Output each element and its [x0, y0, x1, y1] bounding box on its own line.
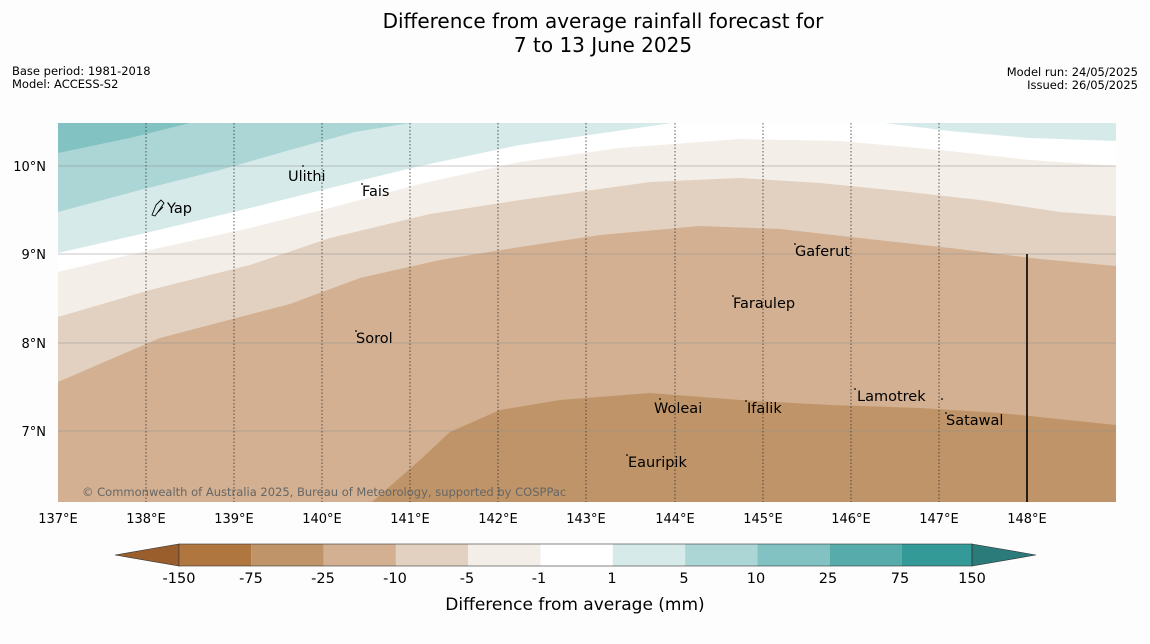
- colorbar-tick-3: -10: [383, 571, 407, 587]
- colorbar-tick-2: -25: [311, 571, 335, 587]
- colorbar-tick-1: -75: [239, 571, 263, 587]
- lon-label-139e: 139°E: [214, 512, 254, 527]
- lat-label-7n: 7°N: [22, 425, 47, 440]
- place-label-satawal: Satawal: [946, 413, 1003, 429]
- colorbar-swatch-11: [902, 544, 972, 566]
- colorbar-tick-9: 25: [819, 571, 837, 587]
- base-period-text: Base period: 1981-2018: [12, 64, 151, 78]
- faraulep-marker: [732, 295, 734, 297]
- colorbar-swatch-1: [179, 544, 252, 566]
- lon-label-144e: 144°E: [655, 512, 695, 527]
- fais-marker: [361, 183, 363, 185]
- place-label-eauripik: Eauripik: [628, 455, 687, 471]
- place-label-sorol: Sorol: [356, 331, 393, 347]
- lon-label-137e: 137°E: [38, 512, 78, 527]
- colorbar-tick-8: 10: [747, 571, 765, 587]
- lon-label-140e: 140°E: [302, 512, 342, 527]
- lon-label-147e: 147°E: [919, 512, 959, 527]
- woleai-marker: [659, 398, 661, 400]
- title-line-2: 7 to 13 June 2025: [514, 33, 692, 57]
- colorbar-extend-low: [114, 543, 180, 567]
- colorbar-swatch-6: [540, 544, 613, 566]
- lon-label-138e: 138°E: [126, 512, 166, 527]
- model-run-text: Model run: 24/05/2025: [1007, 65, 1138, 79]
- longitude-labels: 137°E 138°E 139°E 140°E 141°E 142°E 143°…: [38, 512, 1047, 527]
- title-line-1: Difference from average rainfall forecas…: [383, 9, 825, 33]
- place-label-faraulep: Faraulep: [733, 296, 795, 312]
- colorbar-extend-high: [971, 543, 1037, 567]
- colorbar-tick-labels: -150 -75 -25 -10 -5 -1 1 5 10 25 75 150: [163, 571, 986, 587]
- contour-band-brown: [372, 393, 1116, 502]
- lon-label-145e: 145°E: [743, 512, 783, 527]
- place-labels: Yap Ulithi Fais Gaferut Faraulep Sorol L…: [166, 169, 1003, 471]
- island-markers: [302, 165, 947, 456]
- ulithi-marker: [302, 165, 304, 167]
- graticule: [58, 123, 1116, 502]
- latitude-labels: 10°N 9°N 8°N 7°N: [13, 160, 46, 440]
- colorbar-outline: [178, 543, 973, 567]
- colorbar-swatch-2: [251, 544, 324, 566]
- colorbar-tick-4: -5: [460, 571, 474, 587]
- ifalik-marker: [745, 400, 747, 402]
- colorbar-tick-7: 5: [679, 571, 688, 587]
- gaferut-marker: [794, 243, 796, 245]
- colorbar-swatch-9: [757, 544, 830, 566]
- colorbar-tick-10: 75: [891, 571, 909, 587]
- yap-island-shape: [151, 199, 165, 217]
- place-label-woleai: Woleai: [654, 401, 702, 417]
- colorbar-tick-5: -1: [532, 571, 546, 587]
- model-text: Model: ACCESS-S2: [12, 77, 118, 91]
- colorbar-swatches: [179, 544, 972, 566]
- colorbar-swatch-4: [395, 544, 469, 566]
- place-label-gaferut: Gaferut: [795, 244, 850, 260]
- colorbar-tick-0: -150: [163, 571, 196, 587]
- lon-label-143e: 143°E: [566, 512, 606, 527]
- lat-label-9n: 9°N: [22, 248, 47, 263]
- map-panel: Yap Ulithi Fais Gaferut Faraulep Sorol L…: [13, 123, 1116, 527]
- colorbar-tick-11: 150: [958, 571, 986, 587]
- colorbar-swatch-7: [612, 544, 686, 566]
- sorol-marker: [355, 330, 357, 332]
- colorbar-swatch-10: [829, 544, 902, 566]
- colorbar-tick-6: 1: [607, 571, 616, 587]
- colorbar-legend: -150 -75 -25 -10 -5 -1 1 5 10 25 75 150 …: [114, 543, 1037, 615]
- rainfall-contours: [58, 123, 1116, 502]
- place-label-fais: Fais: [362, 184, 389, 200]
- place-label-ulithi: Ulithi: [288, 169, 326, 185]
- colorbar-swatch-5: [468, 544, 541, 566]
- lat-label-10n: 10°N: [13, 160, 46, 175]
- colorbar-swatch-8: [685, 544, 758, 566]
- lon-label-146e: 146°E: [831, 512, 871, 527]
- lon-label-141e: 141°E: [390, 512, 430, 527]
- lon-label-142e: 142°E: [478, 512, 518, 527]
- place-label-ifalik: Ifalik: [747, 401, 782, 417]
- lon-label-148e: 148°E: [1007, 512, 1047, 527]
- issued-text: Issued: 26/05/2025: [1027, 78, 1138, 92]
- colorbar-title: Difference from average (mm): [445, 595, 704, 615]
- lat-label-8n: 8°N: [22, 337, 47, 352]
- colorbar-swatch-3: [323, 544, 396, 566]
- eauripik-marker: [626, 454, 628, 456]
- place-label-yap: Yap: [166, 201, 192, 217]
- place-label-lamotrek: Lamotrek: [857, 389, 926, 405]
- contour-band-dark-blue: [58, 123, 190, 153]
- copyright-notice: © Commonwealth of Australia 2025, Bureau…: [82, 485, 566, 499]
- lamotrek-marker: [854, 388, 856, 390]
- satawal-marker: [945, 412, 947, 414]
- lamotrek-extra-marker: [941, 398, 943, 400]
